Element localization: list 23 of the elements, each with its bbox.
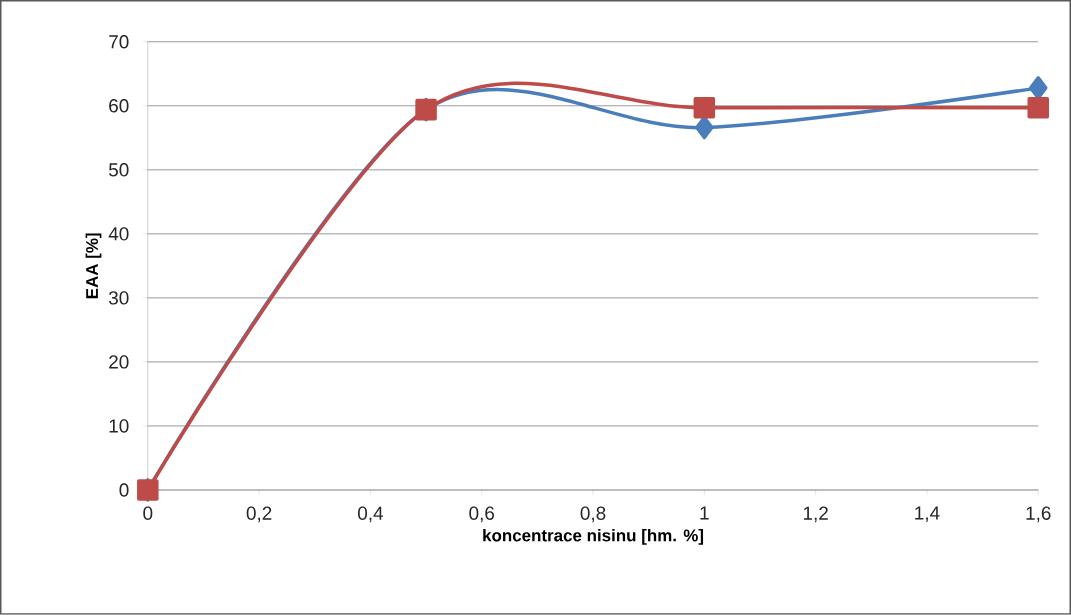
x-tick-label: 1,4	[915, 506, 940, 523]
x-tick-label: 0,2	[246, 506, 272, 523]
x-axis-title: koncentrace nisinu [hm. %]	[483, 529, 704, 545]
x-tick-label: 1,6	[1026, 506, 1051, 523]
x-tick-label: 0,6	[469, 506, 495, 523]
y-tick-label: 70	[109, 35, 129, 49]
x-tick-label: 1,2	[803, 506, 828, 523]
point	[695, 115, 714, 140]
x-tick-label: 0,8	[580, 506, 606, 523]
point	[1029, 76, 1048, 100]
y-tick-label: 20	[109, 355, 129, 369]
y-tick-label: 30	[108, 291, 129, 305]
y-tick-label: 0	[119, 483, 129, 497]
x-tick-label: 0,4	[358, 506, 384, 523]
point	[1027, 97, 1050, 119]
y-axis-title: EAA [%]	[85, 233, 102, 299]
y-tick-label: 50	[108, 163, 129, 177]
x-tick-label: 0	[143, 506, 153, 521]
x-tick-label: 1	[700, 506, 709, 520]
y-tick-label: 10	[109, 419, 129, 433]
y-tick-label: 60	[109, 99, 129, 113]
y-tick-label: 40	[108, 227, 129, 241]
point	[693, 97, 716, 119]
